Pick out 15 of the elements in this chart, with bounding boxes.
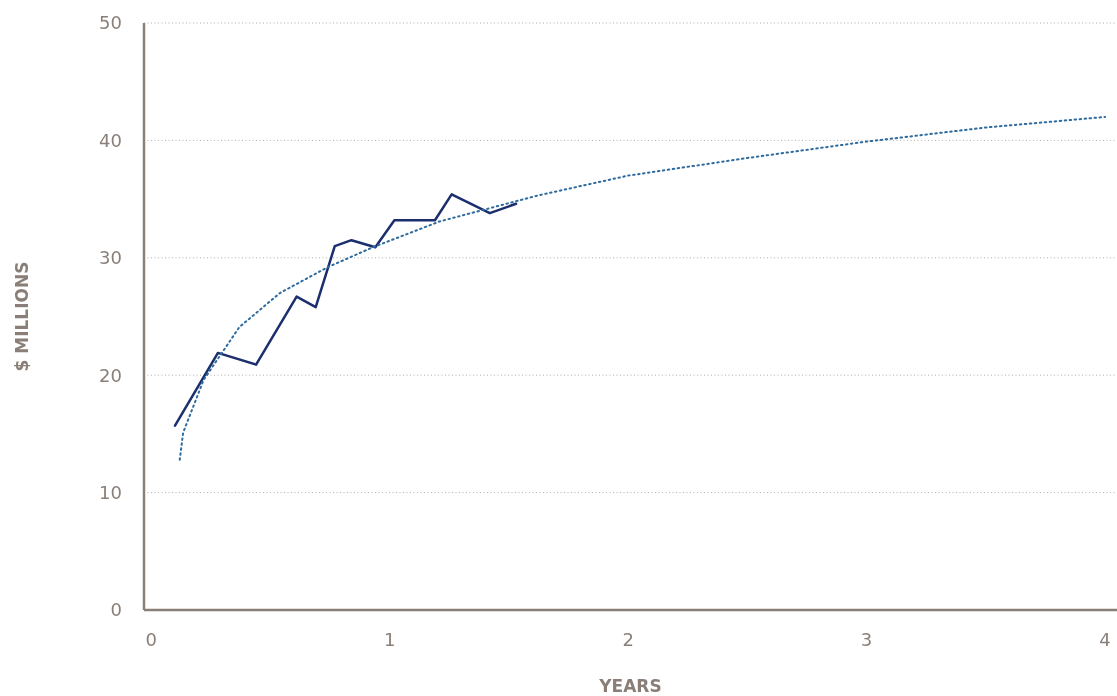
- line-series: [178, 115, 1107, 461]
- y-axis-title: $ MILLIONS: [12, 261, 32, 372]
- y-tick-label: 20: [99, 364, 122, 386]
- x-axis-title: YEARS: [598, 676, 662, 696]
- y-tick-label: 30: [99, 247, 122, 269]
- x-tick-label: 2: [622, 629, 634, 650]
- y-tick-label: 10: [99, 481, 122, 503]
- x-tick-label: 3: [860, 629, 873, 650]
- x-tick-label: 4: [1099, 629, 1111, 650]
- line-series: [173, 193, 518, 427]
- y-tick-label: 40: [99, 129, 122, 151]
- y-tick-label: 50: [99, 12, 122, 34]
- x-tick-label: 0: [145, 629, 157, 650]
- x-tick-label: 1: [383, 629, 396, 650]
- y-tick-label: 0: [110, 599, 122, 621]
